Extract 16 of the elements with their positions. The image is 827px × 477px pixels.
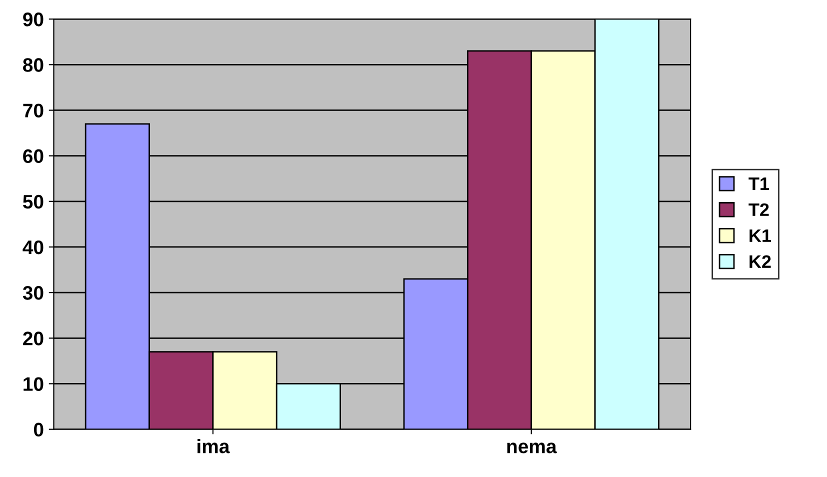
legend-label: K2 bbox=[750, 255, 771, 268]
x-tick-label: ima bbox=[198, 439, 230, 454]
legend-label: T2 bbox=[748, 203, 769, 216]
y-tick-label: 80 bbox=[23, 58, 44, 72]
y-tick-label: 0 bbox=[34, 422, 44, 437]
y-tick-label: 40 bbox=[22, 240, 44, 254]
legend-label: T1 bbox=[748, 178, 769, 190]
y-tick-label: 30 bbox=[22, 286, 44, 300]
y-tick-label: 60 bbox=[23, 149, 44, 164]
legend-label: K1 bbox=[750, 229, 771, 242]
y-tick-label: 50 bbox=[23, 194, 44, 209]
y-tick-label: 10 bbox=[24, 377, 44, 391]
y-tick-label: 20 bbox=[23, 332, 44, 346]
y-tick-label: 90 bbox=[23, 12, 44, 26]
x-tick-label: nema bbox=[507, 442, 557, 454]
y-tick-label: 70 bbox=[23, 104, 44, 118]
